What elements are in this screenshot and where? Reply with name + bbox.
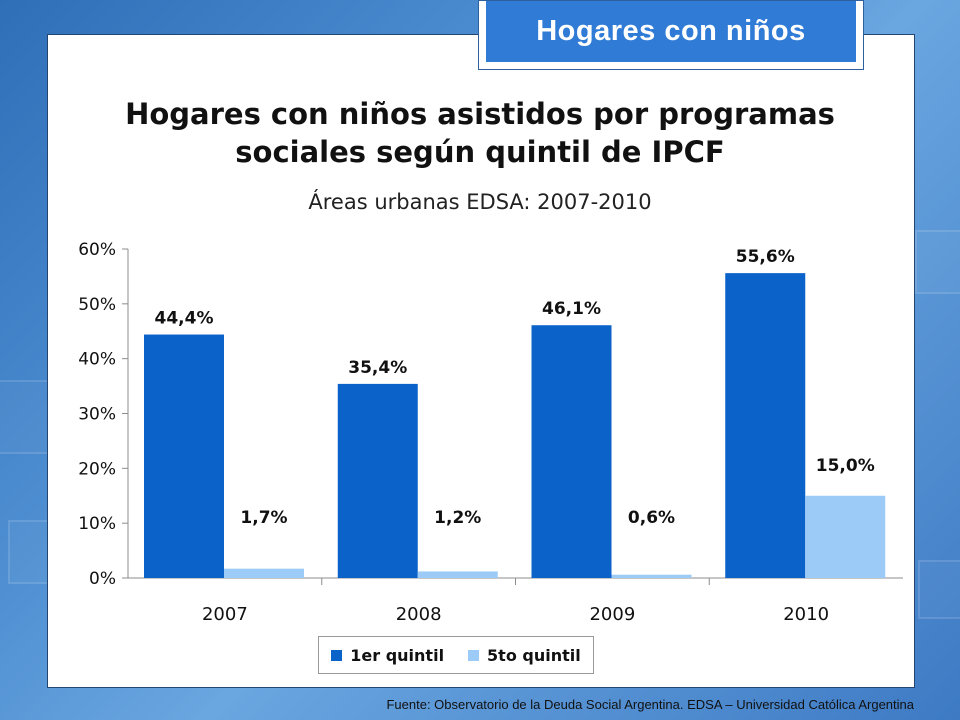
chart-title: Hogares con niños asistidos por programa… xyxy=(47,95,913,171)
data-label: 55,6% xyxy=(736,247,795,267)
y-tick-label: 30% xyxy=(78,405,116,425)
bar-series-1 xyxy=(725,273,806,578)
y-tick-label: 10% xyxy=(78,514,116,534)
legend-item-series-1: 1er quintil xyxy=(331,646,444,665)
data-label: 46,1% xyxy=(542,299,601,319)
y-tick-label: 40% xyxy=(78,350,116,370)
bar-series-1 xyxy=(144,334,224,578)
data-label: 1,7% xyxy=(240,508,287,528)
bar-series-2 xyxy=(611,574,692,578)
legend-swatch-series-2 xyxy=(468,649,480,661)
legend-label-series-2: 5to quintil xyxy=(487,645,581,665)
title-line-1: Hogares con niños asistidos por programa… xyxy=(125,97,835,131)
bar-series-2 xyxy=(224,568,304,578)
data-label: 0,6% xyxy=(628,508,675,528)
source-note: Fuente: Observatorio de la Deuda Social … xyxy=(386,697,914,712)
bar-series-2 xyxy=(417,571,498,578)
background-tile xyxy=(918,560,960,619)
y-tick-label: 50% xyxy=(78,295,116,315)
bar-chart: 0% 10% 20% 30% 40% 50% 60% 2007 44,4% 1,7% 2008 35,… xyxy=(78,240,903,625)
y-tick-label: 60% xyxy=(78,240,116,260)
section-badge: Hogares con niños xyxy=(478,0,864,70)
legend: 1er quintil 5to quintil xyxy=(318,636,594,674)
x-tick-label: 2010 xyxy=(783,604,829,625)
background-tile xyxy=(915,230,960,294)
x-tick-label: 2007 xyxy=(202,604,248,625)
x-tick-label: 2009 xyxy=(589,604,635,625)
legend-swatch-series-1 xyxy=(331,649,343,661)
x-tick-label: 2008 xyxy=(396,604,442,625)
title-line-2: sociales según quintil de IPCF xyxy=(235,135,725,169)
chart-subtitle: Áreas urbanas EDSA: 2007-2010 xyxy=(308,190,652,214)
y-tick-label: 0% xyxy=(89,569,116,589)
bar-series-1 xyxy=(337,383,418,578)
data-label: 15,0% xyxy=(816,456,875,476)
data-label: 1,2% xyxy=(434,508,481,528)
y-tick-label: 20% xyxy=(78,459,116,479)
data-label: 44,4% xyxy=(155,309,214,329)
badge-text: Hogares con niños xyxy=(486,1,856,62)
data-label: 35,4% xyxy=(348,358,407,378)
legend-item-series-2: 5to quintil xyxy=(468,646,581,665)
legend-label-series-1: 1er quintil xyxy=(350,645,445,665)
bar-series-1 xyxy=(531,325,612,578)
bar-series-2 xyxy=(805,495,886,578)
background-tile xyxy=(0,380,54,454)
